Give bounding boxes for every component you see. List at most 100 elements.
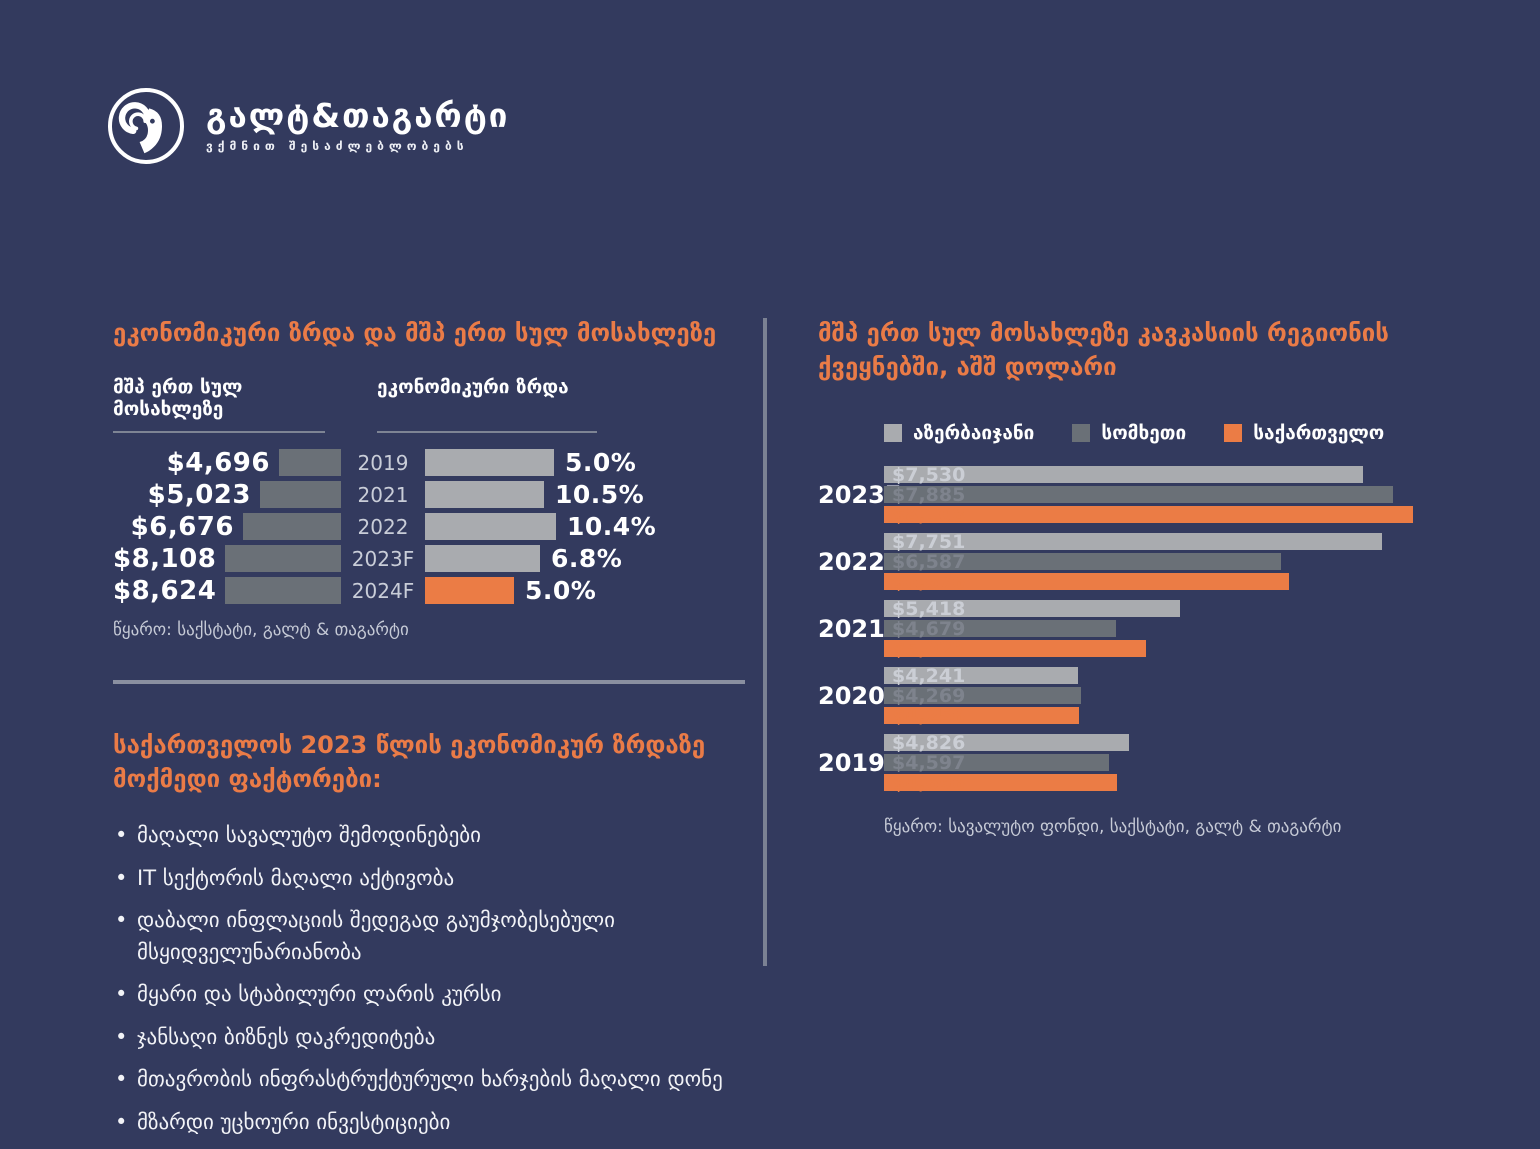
gdp-bar	[279, 449, 341, 477]
bar-georgia	[884, 640, 1146, 658]
group-year-label: 2021	[818, 614, 885, 643]
growth-bar-highlight	[425, 577, 514, 605]
group-year-label: 2020	[818, 681, 885, 710]
bar-group-2019: 2019 $4,826 $4,597	[818, 731, 1498, 794]
brand-tagline: ვქმნით შესაძლებლობებს	[206, 139, 469, 153]
bar-value-label: $4,826	[892, 731, 966, 754]
bar-value-label: $7,530	[892, 463, 966, 486]
bar-value-label: $4,696	[892, 771, 966, 794]
group-year-label: 2022	[818, 547, 885, 576]
right-chart-source: წყარო: სავალუტო ფონდი, საქსტატი, გალტ & …	[884, 817, 1342, 838]
bar-georgia	[884, 506, 1413, 524]
legend-label: სომხეთი	[1101, 422, 1187, 445]
legend-item-georgia: საქართველო	[1224, 422, 1384, 444]
ram-logo-icon	[108, 88, 184, 164]
year-label: 2021	[357, 482, 409, 507]
growth-value: 6.8%	[551, 544, 623, 574]
bar-value-label: $4,256	[892, 704, 966, 727]
bar-azerbaijan	[884, 600, 1181, 618]
growth-value: 10.5%	[555, 480, 645, 510]
legend-swatch-georgia	[1224, 424, 1243, 443]
right-chart-title: მშპ ერთ სულ მოსახლეზე კავკასიის რეგიონის…	[818, 319, 1389, 382]
gdp-bar	[243, 513, 341, 541]
bar-armenia	[884, 486, 1394, 504]
bar-value-label: $7,885	[892, 483, 966, 506]
bar-georgia	[884, 573, 1290, 591]
factor-item: დაბალი ინფლაციის შედეგად გაუმჯობესებული …	[113, 905, 733, 968]
bar-azerbaijan	[884, 734, 1129, 752]
bar-value-label: $4,597	[892, 751, 966, 774]
brand-header: გალტ&თაგარტი ვქმნით შესაძლებლობებს	[106, 86, 509, 166]
bar-azerbaijan	[884, 533, 1382, 551]
infographic-page: გალტ&თაგარტი ვქმნით შესაძლებლობებს ეკონო…	[0, 0, 1540, 1080]
right-chart: 2023F $7,530 $7,885	[818, 463, 1498, 794]
bar-value-label: $5,023	[892, 637, 966, 660]
year-label: 2024F	[351, 578, 415, 603]
gdp-bar	[225, 545, 341, 573]
factor-item: მყარი და სტაბილური ლარის კურსი	[113, 979, 733, 1011]
left-chart-row: $8,624 2024F 5.0%	[113, 575, 753, 606]
growth-value: 10.4%	[567, 512, 657, 542]
factors-title: საქართველოს 2023 წლის ეკონომიკურ ზრდაზე …	[113, 731, 706, 794]
left-chart-rows: $4,696 2019 5.0% $5,023 2021 10.5%	[113, 447, 753, 606]
factor-item: მაღალი სავალუტო შემოდინებები	[113, 820, 733, 852]
bar-group-2023f: 2023F $7,530 $7,885	[818, 463, 1498, 526]
legend-label: საქართველო	[1253, 422, 1385, 445]
left-chart-row: $4,696 2019 5.0%	[113, 447, 753, 478]
factors-list: მაღალი სავალუტო შემოდინებები IT სექტორის…	[113, 820, 733, 1138]
bar-value-label: $4,269	[892, 684, 966, 707]
factor-item: მზარდი უცხოური ინვესტიციები	[113, 1107, 733, 1139]
left-chart-row: $5,023 2021 10.5%	[113, 479, 753, 510]
year-label: 2022	[357, 514, 409, 539]
bar-value-label: $6,676	[892, 570, 966, 593]
gdp-bar	[225, 577, 341, 605]
bar-armenia	[884, 754, 1109, 772]
bar-value-label: $4,241	[892, 664, 966, 687]
bar-value-label: $8,108	[892, 503, 966, 526]
left-panel: ეკონომიკური ზრდა და მშპ ერთ სულ მოსახლეზ…	[113, 316, 753, 1149]
legend-item-azerbaijan: აზერბაიჯანი	[884, 422, 1034, 444]
bar-azerbaijan	[884, 466, 1363, 484]
left-chart-column-headers: მშპ ერთ სულ მოსახლეზე ეკონომიკური ზრდა	[113, 376, 753, 434]
horizontal-divider	[113, 680, 745, 685]
growth-column-header: ეკონომიკური ზრდა	[377, 376, 597, 434]
growth-value: 5.0%	[525, 576, 597, 606]
factor-item: IT სექტორის მაღალი აქტივობა	[113, 863, 733, 895]
gdp-column-header: მშპ ერთ სულ მოსახლეზე	[113, 376, 325, 434]
growth-value: 5.0%	[565, 448, 637, 478]
year-label: 2019	[357, 450, 409, 475]
legend-item-armenia: სომხეთი	[1072, 422, 1186, 444]
bar-value-label: $5,418	[892, 597, 966, 620]
bar-group-2021: 2021 $5,418 $4,679	[818, 597, 1498, 660]
bar-value-label: $6,587	[892, 550, 966, 573]
growth-bar	[425, 513, 556, 541]
bar-group-2020: 2020 $4,241 $4,269	[818, 664, 1498, 727]
gdp-value: $8,108	[113, 543, 217, 574]
bar-georgia	[884, 774, 1118, 792]
growth-bar	[425, 545, 540, 573]
right-panel: მშპ ერთ სულ მოსახლეზე კავკასიის რეგიონის…	[818, 316, 1498, 837]
left-chart-title: ეკონომიკური ზრდა და მშპ ერთ სულ მოსახლეზ…	[113, 319, 717, 347]
legend-label: აზერბაიჯანი	[913, 422, 1035, 445]
factor-item: ჯანსაღი ბიზნეს დაკრედიტება	[113, 1022, 733, 1054]
bar-georgia	[884, 707, 1080, 725]
gdp-value: $8,624	[113, 575, 217, 606]
gdp-value: $5,023	[147, 479, 251, 510]
gdp-bar	[260, 481, 341, 509]
left-chart-row: $6,676 2022 10.4%	[113, 511, 753, 542]
group-year-label: 2023F	[818, 480, 902, 509]
gdp-value: $4,696	[166, 447, 270, 478]
bar-value-label: $4,679	[892, 617, 966, 640]
vertical-divider	[763, 318, 767, 966]
left-chart-source: წყარო: საქსტატი, გალტ & თაგარტი	[113, 620, 409, 641]
bar-group-2022: 2022 $7,751 $6,587	[818, 531, 1498, 593]
bar-armenia	[884, 687, 1081, 705]
left-chart-row: $8,108 2023F 6.8%	[113, 543, 753, 574]
growth-bar	[425, 449, 554, 477]
right-chart-legend: აზერბაიჯანი სომხეთი საქართველო	[884, 422, 1498, 444]
growth-bar	[425, 481, 544, 509]
gdp-value: $6,676	[130, 511, 234, 542]
bar-azerbaijan	[884, 667, 1079, 685]
bar-armenia	[884, 620, 1117, 638]
legend-swatch-armenia	[1072, 424, 1091, 443]
